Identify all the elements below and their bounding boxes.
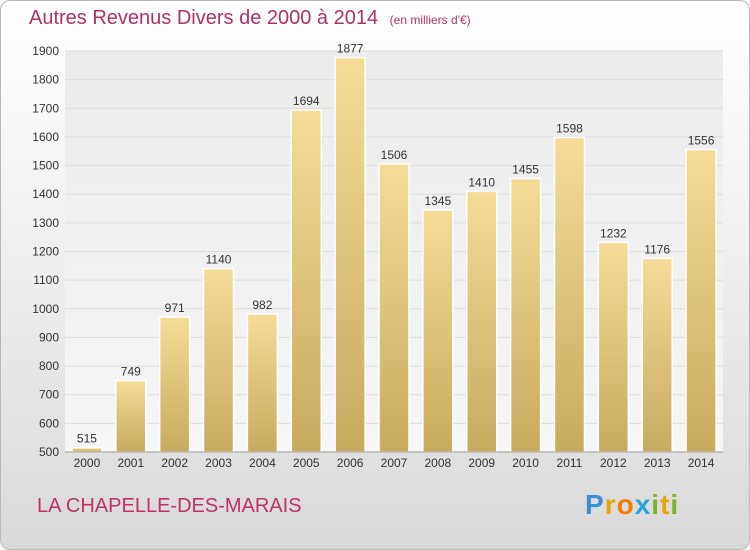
x-tick-label: 2007	[381, 456, 408, 470]
bar-value-label: 1506	[381, 148, 408, 162]
logo-letter: i	[651, 489, 661, 520]
bar	[597, 241, 630, 453]
bar-value-label: 1140	[206, 253, 232, 267]
y-tick-label: 1400	[32, 187, 59, 201]
y-tick-label: 1900	[32, 44, 59, 58]
y-tick-label: 900	[39, 330, 59, 344]
y-tick-label: 1800	[32, 73, 59, 87]
x-tick-label: 2014	[688, 456, 715, 470]
logo-letter: x	[634, 489, 652, 520]
bar-value-label: 1410	[468, 175, 495, 189]
y-tick-label: 800	[39, 359, 59, 373]
chart-title-main: Autres Revenus Divers de 2000 à 2014	[29, 7, 379, 29]
x-tick-label: 2006	[337, 456, 364, 470]
proxiti-logo: Proxiti	[585, 489, 679, 521]
bar-value-label: 1345	[425, 194, 452, 208]
y-tick-label: 600	[39, 416, 59, 430]
bar-value-label: 1176	[644, 242, 670, 256]
bar-value-label: 749	[121, 365, 141, 379]
bar	[641, 257, 673, 453]
x-tick-label: 2008	[425, 456, 452, 470]
y-tick-label: 1700	[32, 101, 59, 115]
x-tick-label: 2000	[74, 456, 101, 470]
bar-value-label: 1455	[512, 162, 539, 176]
bar-value-label: 982	[252, 298, 272, 312]
bar-value-label: 1877	[337, 42, 364, 56]
bar	[246, 313, 279, 453]
data-labels: 515 749 971 1140 982 1694 1877 1506 1345 1410 1455…	[77, 42, 715, 446]
logo-letter: i	[670, 489, 680, 520]
bar-value-label: 1232	[600, 226, 627, 240]
chart-title-unit: (en milliers d'€)	[389, 13, 471, 27]
y-tick-label: 700	[39, 388, 59, 402]
y-axis-labels: 500 600 700 800 900 1000 1100 1200 1300 1400 1500 1…	[32, 44, 59, 459]
bar	[465, 190, 498, 453]
x-tick-label: 2013	[644, 456, 671, 470]
bar	[378, 163, 410, 453]
bar-value-label: 1598	[556, 122, 583, 136]
chart-title: Autres Revenus Divers de 2000 à 2014 (en…	[29, 7, 471, 30]
y-tick-label: 1500	[32, 159, 59, 173]
y-tick-label: 1300	[32, 216, 59, 230]
logo-letter: r	[604, 489, 617, 520]
bar	[115, 379, 147, 453]
bar	[422, 209, 454, 453]
x-tick-label: 2010	[512, 456, 539, 470]
logo-letter: o	[616, 489, 635, 520]
bar	[553, 136, 586, 453]
bar	[202, 267, 235, 453]
bar	[685, 148, 717, 453]
y-tick-label: 1100	[33, 273, 59, 287]
logo-letter: P	[585, 489, 605, 520]
x-tick-label: 2001	[117, 456, 144, 470]
bar	[290, 109, 323, 453]
y-tick-label: 1600	[32, 130, 59, 144]
x-axis-labels: 2000 2001 2002 2003 2004 2005 2006 2007 2008 2009…	[74, 456, 715, 470]
bar-value-label: 1556	[688, 134, 715, 148]
y-tick-label: 500	[39, 445, 59, 459]
bar-value-label: 515	[77, 432, 97, 446]
bars	[71, 56, 717, 453]
y-tick-label: 1200	[32, 245, 59, 259]
x-tick-label: 2011	[557, 456, 583, 470]
x-tick-label: 2004	[249, 456, 276, 470]
x-tick-label: 2002	[161, 456, 188, 470]
y-tick-label: 1000	[32, 302, 59, 316]
commune-name: LA CHAPELLE-DES-MARAIS	[37, 495, 302, 517]
bar-value-label: 1694	[293, 94, 320, 108]
bar	[71, 446, 103, 453]
x-tick-label: 2003	[205, 456, 232, 470]
bar	[334, 56, 366, 453]
x-tick-label: 2005	[293, 456, 320, 470]
bar	[158, 316, 191, 453]
x-tick-label: 2012	[600, 456, 627, 470]
logo-letter: t	[660, 489, 671, 520]
bar	[509, 177, 542, 453]
x-tick-label: 2009	[468, 456, 495, 470]
bar-value-label: 971	[165, 301, 185, 315]
